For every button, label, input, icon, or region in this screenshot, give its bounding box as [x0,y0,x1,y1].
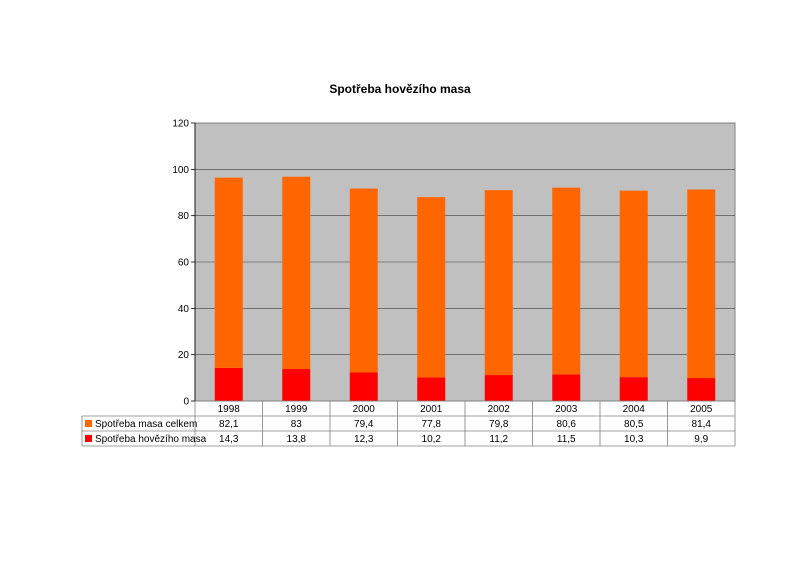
bar-hovezi-2000 [349,372,378,401]
x-category-label: 2004 [623,404,646,415]
x-category-label: 2000 [353,404,376,415]
x-category-label: 1998 [218,404,241,415]
y-axis-ticks: 0 20 40 60 80 100 120 [172,119,196,408]
data-label: 80,6 [557,419,577,430]
bar-celkem-1999 [282,176,311,370]
data-label: 11,2 [489,434,508,445]
bar-hovezi-2005 [687,378,716,401]
bar-celkem-2001 [417,197,446,378]
legend-label-0: Spotřeba masa celkem [95,419,197,430]
bar-hovezi-2004 [619,377,648,401]
bar-celkem-1998 [214,177,243,368]
y-tick-label: 0 [183,397,189,408]
data-label: 11,5 [557,434,576,445]
bar-hovezi-2001 [417,377,446,401]
bar-celkem-2000 [349,188,378,373]
x-category-label: 2002 [488,404,511,415]
data-label: 82,1 [219,419,239,430]
data-label: 10,3 [624,434,644,445]
bar-hovezi-1998 [214,367,243,401]
data-label: 79,8 [489,419,509,430]
data-label: 79,4 [354,419,374,430]
data-label: 13,8 [287,434,307,445]
data-label: 77,8 [422,419,442,430]
bar-celkem-2005 [687,189,716,379]
y-tick-label: 40 [178,304,190,315]
y-tick-label: 60 [178,258,190,269]
data-label: 81,4 [692,419,712,430]
x-category-label: 2001 [420,404,443,415]
data-label: 14,3 [219,434,239,445]
data-table: 1998 1999 2000 2001 2002 2003 2004 2005 Spotřeba… [81,400,736,447]
bar-celkem-2002 [484,190,513,376]
data-label: 10,2 [422,434,442,445]
x-category-label: 2003 [555,404,578,415]
chart-title: Spotřeba hovězího masa [329,82,471,96]
bar-hovezi-1999 [282,369,311,401]
y-tick-label: 80 [178,211,190,222]
y-tick-label: 100 [172,165,189,176]
legend-swatch-1 [85,435,92,442]
legend-swatch-0 [85,420,92,427]
data-label: 80,5 [624,419,644,430]
data-label: 9,9 [694,434,708,445]
bar-hovezi-2002 [484,375,513,401]
y-tick-label: 120 [172,119,189,130]
bar-hovezi-2003 [552,374,581,401]
x-category-label: 2005 [690,404,713,415]
bars [214,176,716,401]
x-category-label: 1999 [285,404,308,415]
bar-celkem-2003 [552,187,581,375]
legend-label-1: Spotřeba hovězího masa [95,434,207,445]
data-label: 12,3 [354,434,374,445]
bar-celkem-2004 [619,190,648,378]
y-tick-label: 20 [178,350,190,361]
data-label: 83 [291,419,303,430]
